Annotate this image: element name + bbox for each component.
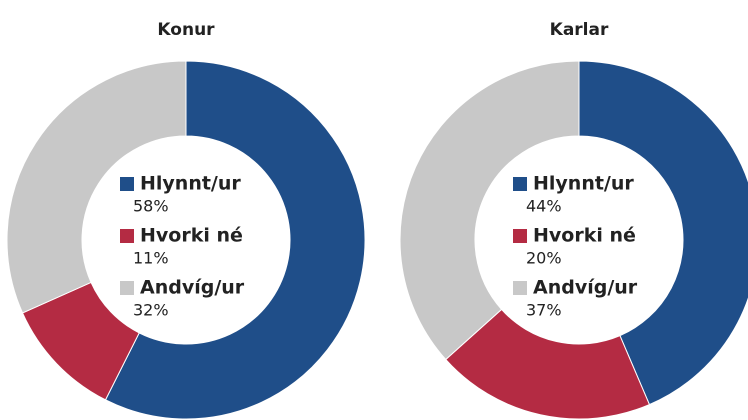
legend-swatch: [513, 229, 527, 243]
value-label: 44%: [526, 197, 562, 216]
legend-swatch: [513, 177, 527, 191]
value-label: 20%: [526, 249, 562, 268]
donut-segment: [6, 60, 187, 314]
legend-swatch: [513, 281, 527, 295]
donut-segment: [399, 60, 580, 361]
chart-title: Konur: [157, 20, 215, 40]
legend-swatch: [120, 281, 134, 295]
value-label: 11%: [133, 249, 169, 268]
legend-label: Hlynnt/ur: [533, 173, 634, 195]
donut-segment: [104, 60, 366, 420]
value-label: 37%: [526, 301, 562, 320]
legend-label: Andvíg/ur: [140, 277, 245, 299]
chart-title: Karlar: [550, 20, 609, 40]
legend-label: Hvorki né: [140, 225, 243, 247]
value-label: 32%: [133, 301, 169, 320]
legend-label: Andvíg/ur: [533, 277, 638, 299]
donut-segment: [578, 60, 748, 406]
legend-label: Hlynnt/ur: [140, 173, 241, 195]
value-label: 58%: [133, 197, 169, 216]
legend-swatch: [120, 229, 134, 243]
legend-swatch: [120, 177, 134, 191]
legend-label: Hvorki né: [533, 225, 636, 247]
